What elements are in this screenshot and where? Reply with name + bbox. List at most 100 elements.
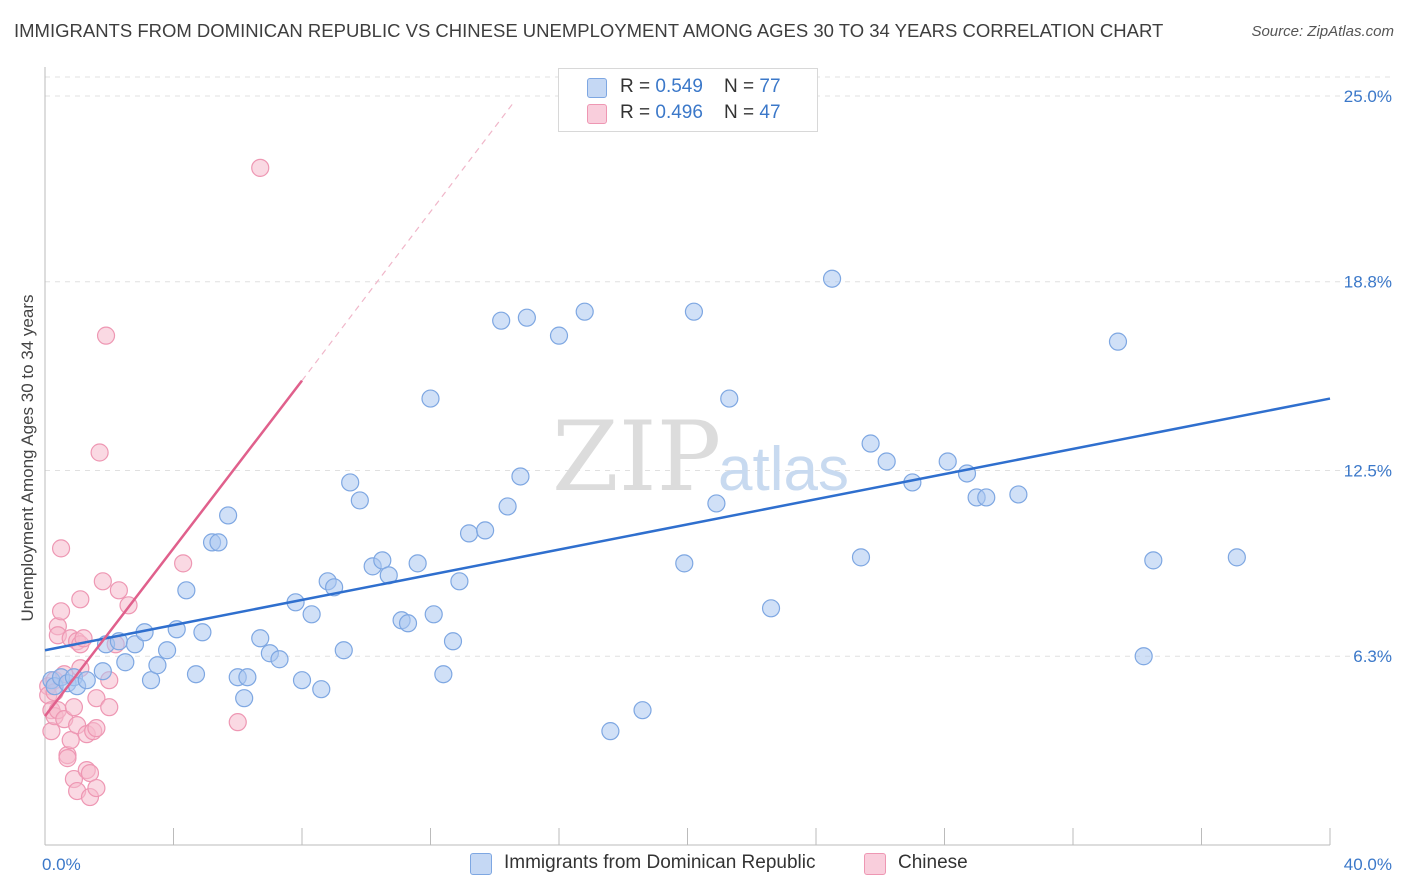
chinese-point [64,698,84,717]
chinese-point [100,698,119,717]
dominican-point [720,389,739,408]
dominican-point [633,701,652,720]
legend-n-label: N = [724,76,760,97]
dominican-point [450,572,469,591]
dominican-point [238,668,257,687]
dominican-point [1144,551,1163,570]
chinese-point [61,731,80,750]
y-axis-label: Unemployment Among Ages 30 to 34 years [18,295,37,622]
dominican-point [1108,332,1128,351]
chinese-points [39,158,270,807]
legend-r-value: 0.549 [655,76,703,97]
dominican-point [575,302,594,321]
legend-n-value: 77 [759,76,781,97]
dominican-point [341,473,360,492]
dominican-point [251,629,270,648]
dominican-point [861,434,880,453]
dominican-point [141,671,161,690]
chinese-point [42,722,61,741]
series-legend: Immigrants from Dominican Republic Chine… [0,852,1406,878]
dominican-point [459,524,479,543]
dominican-point [421,389,440,408]
chinese-point [109,581,128,600]
stats-legend: R = 0.549 N = 77 R = 0.496 N = 47 [558,68,818,132]
dominican-point [877,452,896,471]
chinese-point [51,539,71,558]
legend-label-chinese: Chinese [898,852,968,873]
dominican-point [350,491,369,510]
dominican-point [424,605,443,624]
dominican-point [373,551,392,570]
y-tick-label: 6.3% [1353,647,1392,666]
dominican-point [312,680,331,699]
chinese-point [251,158,270,177]
dominican-point [476,521,495,540]
chinese-trend-line [44,379,303,717]
source-credit: Source: ZipAtlas.com [1251,23,1394,40]
dominican-point [1009,485,1028,504]
dominican-point [1134,647,1153,666]
legend-swatch-pink [587,104,607,124]
dominican-point [125,635,145,654]
gridlines [45,76,1392,657]
chinese-point [58,749,77,768]
dominican-point [302,605,321,624]
dominican-point [761,599,781,618]
legend-swatch-pink [864,853,886,875]
y-tick-label: 12.5% [1344,461,1392,480]
watermark-zip: ZIP [552,401,721,513]
dominican-point [77,671,96,690]
dominican-point [684,302,704,321]
chinese-point [87,689,106,708]
dominican-point [193,623,212,642]
dominican-point [707,494,726,513]
chinese-point [87,719,106,738]
dominican-point [498,497,517,516]
dominican-point [177,581,196,600]
chart-title: IMMIGRANTS FROM DOMINICAN REPUBLIC VS CH… [14,20,1164,41]
chinese-point [87,778,106,798]
legend-r-label: R = [620,76,656,97]
dominican-point [549,326,569,345]
dominican-point [334,641,353,660]
dominican-point [1227,548,1246,567]
y-tick-label: 25.0% [1344,87,1392,106]
chinese-point [96,326,116,345]
legend-label-dominican: Immigrants from Dominican Republic [504,852,816,873]
dominican-point [517,308,536,327]
dominican-point [93,662,112,681]
dominican-point [675,554,694,573]
trend-lines [44,101,1331,717]
chinese-point [90,443,109,462]
dominican-point [219,506,238,525]
dominican-point [292,671,312,690]
dominican-point [601,722,620,741]
legend-swatch-blue [587,78,607,98]
dominican-point [938,452,957,471]
dominican-point [492,311,511,330]
legend-r-value: 0.496 [655,102,703,123]
dominican-point [157,641,177,660]
legend-n-value: 47 [759,102,781,123]
legend-r-label: R = [620,102,656,123]
dominican-trend-line [44,397,1331,652]
dominican-point [851,548,871,567]
dominican-point [209,533,228,552]
dominican-point [116,653,135,672]
dominican-point [977,488,996,507]
chinese-point [51,602,71,621]
legend-n-label: N = [724,102,760,123]
chinese-trend-extension [301,101,515,381]
dominican-point [511,467,530,486]
legend-swatch-blue [470,853,492,875]
dominican-point [270,650,289,669]
x-tick-label-max: 40.0% [1344,855,1392,874]
dominican-point [148,656,167,675]
dominican-point [822,269,842,288]
y-tick-labels: 6.3% 12.5% 18.8% 25.0% [1344,87,1392,666]
chinese-point [174,554,193,573]
dominican-point [186,665,206,684]
chinese-point [93,572,112,591]
y-tick-label: 18.8% [1344,273,1392,292]
x-tick-label-min: 0.0% [42,855,81,874]
